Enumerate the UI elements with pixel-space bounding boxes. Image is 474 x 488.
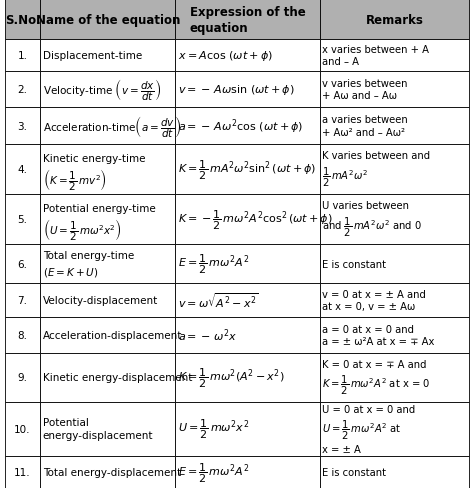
Bar [40,108,175,145]
Bar [5,195,40,245]
Bar [40,145,175,195]
Bar [175,317,320,353]
Text: $v = \omega\sqrt{A^2 - x^2}$: $v = \omega\sqrt{A^2 - x^2}$ [178,291,259,309]
Text: K varies between and
$\dfrac{1}{2}\,mA^2\omega^2$: K varies between and $\dfrac{1}{2}\,mA^2… [322,151,430,188]
Bar [5,245,40,284]
Text: Displacement-time: Displacement-time [43,51,142,61]
Text: 6.: 6. [18,259,27,269]
Text: $x = A\cos\,(\omega t + \phi)$: $x = A\cos\,(\omega t + \phi)$ [178,49,273,63]
Text: $K = \dfrac{1}{2}\,m\omega^2(A^2 - x^2)$: $K = \dfrac{1}{2}\,m\omega^2(A^2 - x^2)$ [178,366,284,389]
Text: 11.: 11. [14,467,31,477]
Bar [175,284,320,317]
Bar [320,145,469,195]
Bar [320,245,469,284]
Bar [40,0,175,41]
Bar [175,456,320,488]
Bar [175,402,320,456]
Text: K = 0 at x = ∓ A and
$K = \dfrac{1}{2}\,m\omega^2 A^2$ at x = 0: K = 0 at x = ∓ A and $K = \dfrac{1}{2}\,… [322,359,431,396]
Text: Total energy-displacement: Total energy-displacement [43,467,181,477]
Bar [320,284,469,317]
Text: Potential energy-time: Potential energy-time [43,204,155,214]
Bar [5,72,40,108]
Bar [320,41,469,72]
Bar [5,108,40,145]
Text: $U = \dfrac{1}{2}\,m\omega^2 x^2$: $U = \dfrac{1}{2}\,m\omega^2 x^2$ [178,417,249,441]
Bar [40,353,175,402]
Text: 5.: 5. [18,215,27,225]
Bar [175,72,320,108]
Text: Kinetic energy-displacement: Kinetic energy-displacement [43,373,192,383]
Bar [175,353,320,402]
Bar [175,108,320,145]
Text: $v = -\,A\omega\sin\,(\omega t + \phi)$: $v = -\,A\omega\sin\,(\omega t + \phi)$ [178,83,294,97]
Bar [40,245,175,284]
Bar [40,195,175,245]
Bar [40,284,175,317]
Bar [320,0,469,41]
Bar [175,41,320,72]
Text: S.No.: S.No. [5,14,40,27]
Bar [320,72,469,108]
Text: E is constant: E is constant [322,467,386,477]
Bar [320,108,469,145]
Text: Total energy-time: Total energy-time [43,251,134,261]
Bar [320,402,469,456]
Text: Velocity-displacement: Velocity-displacement [43,295,158,305]
Text: a varies between
+ Aω² and – Aω²: a varies between + Aω² and – Aω² [322,115,408,138]
Bar [40,402,175,456]
Text: 10.: 10. [14,424,31,434]
Text: $a = -\,\omega^2 x$: $a = -\,\omega^2 x$ [178,327,237,344]
Text: Potential
energy-displacement: Potential energy-displacement [43,418,153,440]
Text: $K = \dfrac{1}{2}\,mA^2\omega^2\sin^2(\omega t + \phi)$: $K = \dfrac{1}{2}\,mA^2\omega^2\sin^2(\o… [178,158,316,182]
Bar [5,353,40,402]
Text: $K = -\dfrac{1}{2}\,m\omega^2 A^2\cos^2(\omega t + \phi)$: $K = -\dfrac{1}{2}\,m\omega^2 A^2\cos^2(… [178,208,332,231]
Bar [175,145,320,195]
Bar [320,317,469,353]
Text: Name of the equation: Name of the equation [36,14,180,27]
Text: Acceleration-displacement: Acceleration-displacement [43,330,182,340]
Bar [175,195,320,245]
Text: Kinetic energy-time: Kinetic energy-time [43,154,145,164]
Bar [320,195,469,245]
Bar [5,456,40,488]
Text: $E = \dfrac{1}{2}\,m\omega^2 A^2$: $E = \dfrac{1}{2}\,m\omega^2 A^2$ [178,460,249,484]
Text: $a = -\,A\omega^2\cos\,(\omega t + \phi)$: $a = -\,A\omega^2\cos\,(\omega t + \phi)… [178,117,303,136]
Text: $\left(U = \dfrac{1}{2}\,m\omega^2 x^2\right)$: $\left(U = \dfrac{1}{2}\,m\omega^2 x^2\r… [43,217,121,243]
Text: 7.: 7. [18,295,27,305]
Text: 9.: 9. [18,373,27,383]
Bar [5,41,40,72]
Text: $(E = K + U)$: $(E = K + U)$ [43,265,98,279]
Bar [40,72,175,108]
Text: Acceleration-time$\left(a = \dfrac{dv}{dt}\right)$: Acceleration-time$\left(a = \dfrac{dv}{d… [43,114,181,140]
Bar [175,0,320,41]
Bar [5,0,40,41]
Text: 1.: 1. [18,51,27,61]
Text: 2.: 2. [18,85,27,95]
Bar [5,317,40,353]
Text: v varies between
+ Aω and – Aω: v varies between + Aω and – Aω [322,79,408,101]
Bar [5,145,40,195]
Text: x varies between + A
and – A: x varies between + A and – A [322,45,429,67]
Text: v = 0 at x = ± A and
at x = 0, v = ± Aω: v = 0 at x = ± A and at x = 0, v = ± Aω [322,289,426,311]
Text: $\left(K = \dfrac{1}{2}\,mv^2\right)$: $\left(K = \dfrac{1}{2}\,mv^2\right)$ [43,167,107,193]
Text: E is constant: E is constant [322,259,386,269]
Text: Expression of the
equation: Expression of the equation [190,6,306,35]
Text: a = 0 at x = 0 and
a = ± ω²A at x = ∓ Ax: a = 0 at x = 0 and a = ± ω²A at x = ∓ Ax [322,324,435,346]
Bar [40,456,175,488]
Text: 3.: 3. [18,122,27,131]
Text: Remarks: Remarks [365,14,424,27]
Bar [5,284,40,317]
Text: U = 0 at x = 0 and
$U = \dfrac{1}{2}\,m\omega^2 A^2$ at
x = ± A: U = 0 at x = 0 and $U = \dfrac{1}{2}\,m\… [322,404,416,454]
Text: Velocity-time $\left(v = \dfrac{dx}{dt}\right)$: Velocity-time $\left(v = \dfrac{dx}{dt}\… [43,77,161,103]
Bar [175,245,320,284]
Text: $E = \dfrac{1}{2}\,m\omega^2 A^2$: $E = \dfrac{1}{2}\,m\omega^2 A^2$ [178,252,249,276]
Text: 8.: 8. [18,330,27,340]
Text: 4.: 4. [18,165,27,175]
Bar [40,41,175,72]
Bar [320,456,469,488]
Bar [5,402,40,456]
Bar [40,317,175,353]
Text: U varies between
and $\dfrac{1}{2}\,mA^2\omega^2$ and 0: U varies between and $\dfrac{1}{2}\,mA^2… [322,201,422,239]
Bar [320,353,469,402]
